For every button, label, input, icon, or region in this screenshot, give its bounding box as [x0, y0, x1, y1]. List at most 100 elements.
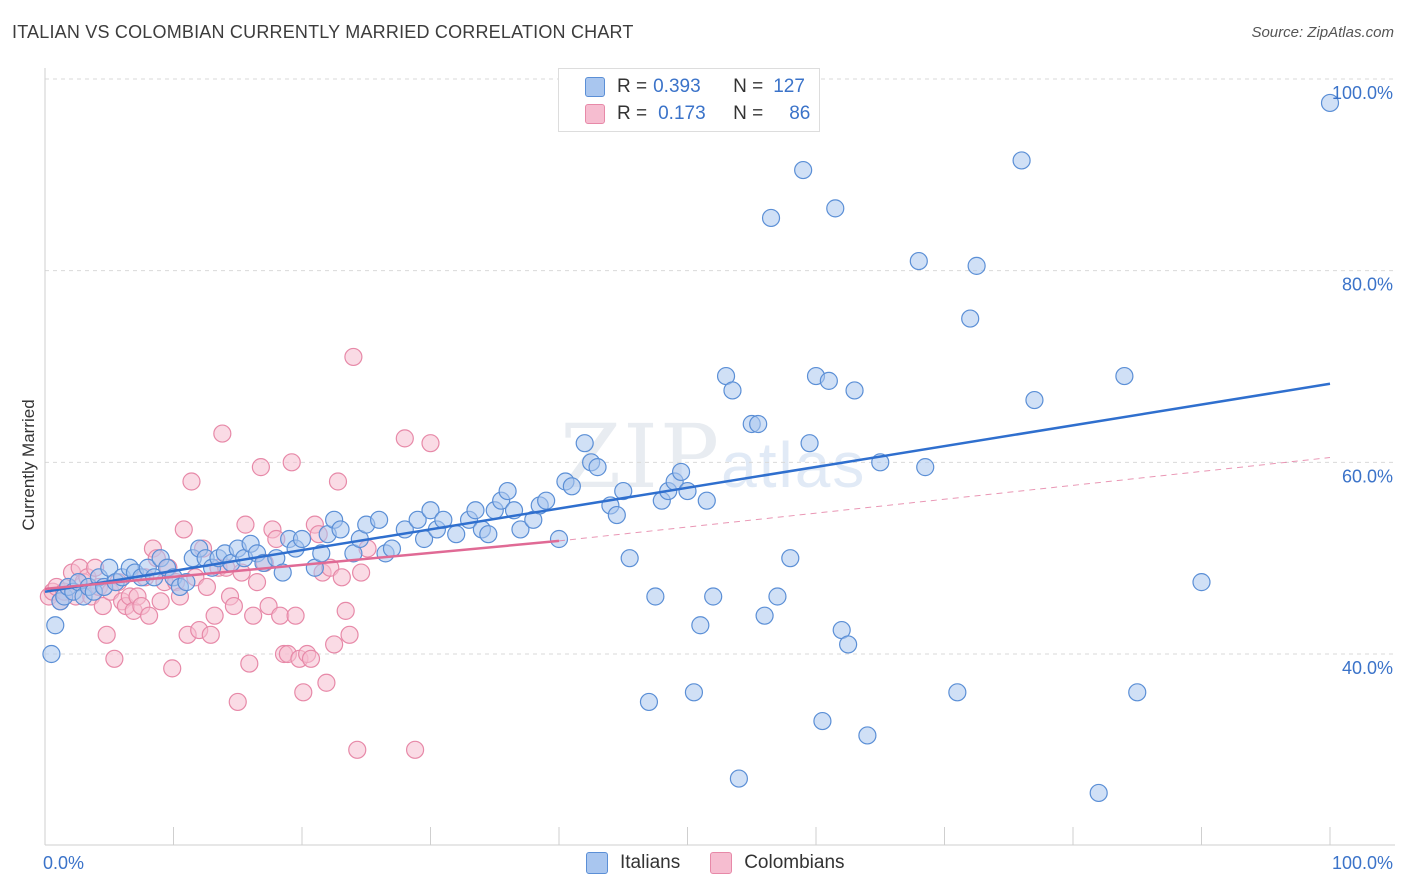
- colombian-point: [328, 472, 348, 491]
- colombian-point: [105, 649, 124, 668]
- colombian-point: [201, 625, 220, 644]
- legend-n-value: 86: [789, 103, 811, 124]
- italian-point: [646, 587, 665, 606]
- italian-point: [691, 616, 710, 635]
- italian-point: [639, 692, 659, 712]
- italian-point: [447, 525, 466, 544]
- italian-point: [729, 769, 749, 788]
- italian-point: [845, 381, 864, 400]
- legend-row-colombians: R = 0.173 N = 86: [585, 102, 810, 126]
- x-tick-label: 100.0%: [1332, 853, 1393, 873]
- italian-point: [46, 616, 65, 635]
- italian-point: [800, 434, 819, 453]
- italian-point: [858, 726, 877, 745]
- italian-point: [1025, 390, 1044, 410]
- colombian-point: [182, 472, 201, 491]
- italian-point: [479, 525, 498, 544]
- legend-row-italians: R = 0.393 N = 127: [585, 75, 805, 99]
- bottom-legend-colombians: Colombians: [710, 852, 845, 874]
- bottom-legend: Italians Colombians: [586, 852, 875, 874]
- colombian-point: [139, 606, 159, 625]
- italian-point: [408, 510, 427, 529]
- colombian-point: [213, 424, 232, 443]
- italian-point: [684, 683, 704, 702]
- colombian-point: [247, 573, 267, 592]
- y-tick-label: 60.0%: [1342, 466, 1393, 486]
- italians-trend-line: [44, 382, 1331, 593]
- legend-box: R = 0.393 N = 127 R = 0.173 N = 86: [558, 68, 820, 132]
- trend-layer: [44, 382, 1331, 593]
- legend-r-value: 0.393: [653, 76, 701, 97]
- watermark-atlas: atlas: [721, 429, 867, 501]
- italian-point: [839, 635, 858, 654]
- colombian-point: [344, 347, 363, 367]
- italian-point: [768, 587, 787, 606]
- colombian-point: [294, 683, 313, 702]
- italian-point: [575, 434, 594, 453]
- colombian-point: [240, 654, 259, 673]
- italian-point: [562, 477, 581, 496]
- colombian-point: [348, 740, 367, 759]
- italian-point: [916, 458, 935, 477]
- bottom-legend-label-colombians: Colombians: [744, 852, 845, 873]
- x-tick-label: 0.0%: [43, 853, 84, 873]
- colombian-point: [228, 692, 247, 712]
- italian-point: [697, 491, 716, 510]
- italian-point: [620, 549, 639, 568]
- italian-point: [42, 644, 61, 664]
- colombian-point: [224, 596, 243, 616]
- italian-point: [761, 208, 781, 228]
- colombian-point: [197, 577, 217, 597]
- y-axis-label-wrap: Currently Married: [18, 300, 40, 630]
- italian-point: [1128, 683, 1147, 702]
- colombian-point: [97, 625, 116, 644]
- legend-swatch-italians: [585, 77, 605, 97]
- colombian-point: [336, 601, 355, 620]
- bottom-legend-swatch-italians: [586, 852, 608, 874]
- legend-r-label: R =: [617, 76, 648, 97]
- tick-label-layer: 40.0% 60.0% 80.0% 100.0% 0.0% 100.0%: [43, 83, 1393, 873]
- colombian-point: [282, 453, 301, 472]
- italian-point: [826, 199, 845, 218]
- italian-point: [813, 711, 832, 731]
- bottom-legend-label-italians: Italians: [620, 852, 681, 873]
- italian-point: [370, 510, 389, 529]
- y-tick-label: 100.0%: [1332, 83, 1393, 103]
- italian-point: [749, 414, 768, 434]
- colombians-trend-extension: [558, 457, 1331, 542]
- colombian-point: [205, 606, 224, 625]
- colombian-point: [325, 635, 344, 654]
- italian-point: [723, 381, 742, 400]
- italian-point: [588, 458, 607, 477]
- italian-point: [819, 371, 838, 390]
- colombian-point: [271, 606, 290, 625]
- italian-point: [755, 606, 774, 625]
- bottom-legend-italians: Italians: [586, 852, 680, 874]
- colombians-trend-line: [44, 539, 560, 591]
- legend-swatch-colombians: [585, 104, 605, 124]
- colombian-point: [236, 515, 255, 534]
- italian-point: [1115, 366, 1134, 386]
- italian-point: [511, 520, 530, 539]
- legend-n-label: N =: [733, 103, 764, 124]
- italian-point: [292, 529, 312, 549]
- italian-point: [498, 481, 517, 501]
- colombian-point: [151, 592, 170, 611]
- italian-point: [967, 256, 986, 275]
- italian-point: [1012, 151, 1031, 170]
- italian-point: [607, 505, 626, 525]
- y-axis-label: Currently Married: [19, 399, 38, 531]
- legend-r-label: R =: [617, 103, 648, 124]
- italian-point: [177, 573, 196, 592]
- y-tick-label: 80.0%: [1342, 275, 1393, 295]
- italian-point: [331, 520, 350, 539]
- italian-point: [466, 501, 485, 520]
- italian-point: [1089, 783, 1108, 803]
- colombian-point: [174, 520, 193, 539]
- bottom-legend-swatch-colombians: [710, 852, 733, 874]
- italian-point: [421, 501, 440, 520]
- axis-layer: [44, 68, 1395, 846]
- colombian-point: [251, 458, 270, 477]
- italian-point: [948, 683, 967, 702]
